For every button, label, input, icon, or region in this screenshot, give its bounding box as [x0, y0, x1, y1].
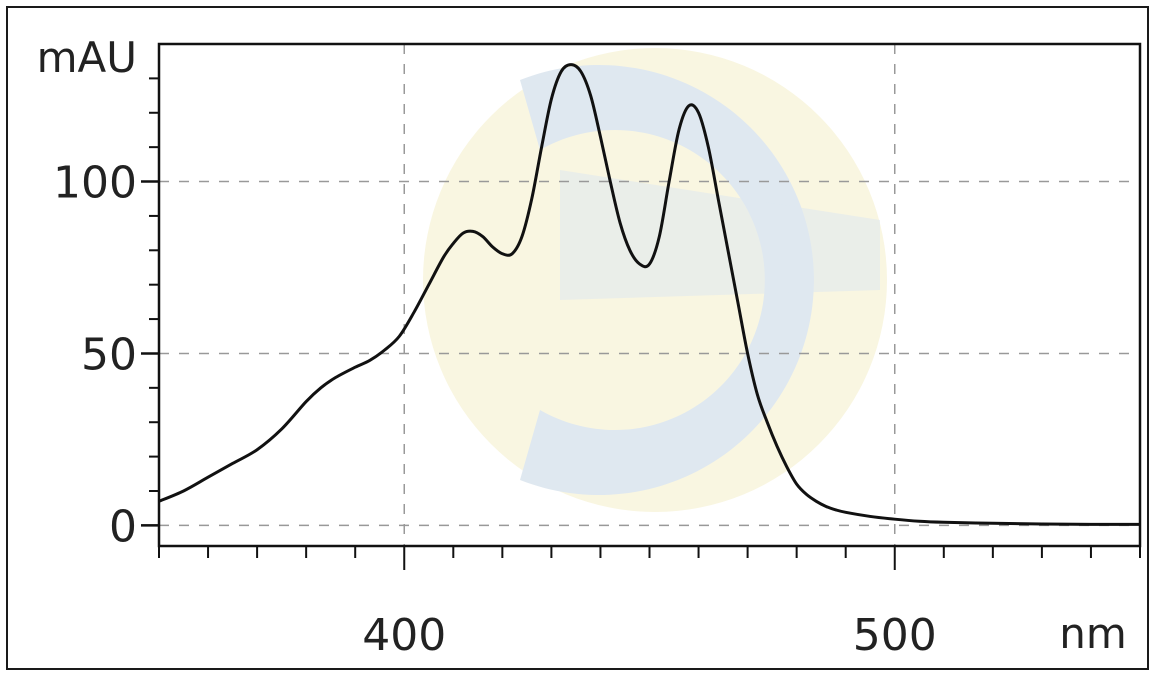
series-group — [158, 63, 1141, 526]
y-tick-label: 100 — [53, 158, 137, 209]
watermark-bar — [560, 170, 880, 300]
watermark-crescent — [520, 65, 814, 495]
axis-labels: mAU nm 0 50 100 400 500 — [37, 33, 1127, 661]
x-tick-label: 400 — [362, 610, 446, 661]
x-axis-label: nm — [1059, 609, 1127, 658]
y-tick-label: 50 — [81, 329, 137, 380]
grid-lines — [159, 44, 1140, 546]
axis-ticks — [141, 77, 1141, 570]
spectrum-line — [158, 63, 1141, 526]
watermark-logo — [423, 48, 887, 512]
y-axis-label: mAU — [37, 33, 137, 82]
y-tick-label: 0 — [109, 501, 137, 552]
x-tick-label: 500 — [853, 610, 937, 661]
